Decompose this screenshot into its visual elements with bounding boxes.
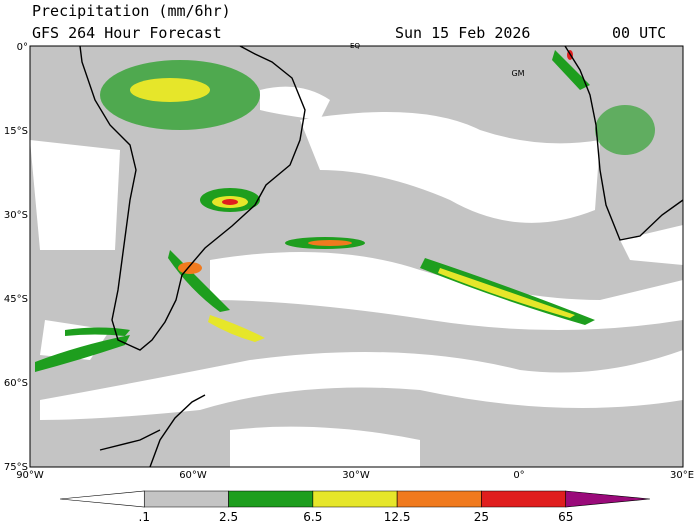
meridian-marker: GM — [511, 69, 524, 78]
date: Sun 15 Feb 2026 — [395, 24, 530, 42]
legend-label: 2.5 — [219, 510, 238, 524]
map-frame — [29, 45, 684, 468]
legend-swatch — [396, 490, 482, 508]
lat-label: 15°S — [4, 126, 28, 137]
legend-swatch — [143, 490, 229, 508]
lon-label: 90°W — [16, 470, 44, 481]
legend: .1 2.5 6.5 12.5 25 65 — [59, 490, 651, 524]
legend-swatch — [481, 490, 567, 508]
legend-label: 6.5 — [303, 510, 322, 524]
lon-label: 0° — [513, 470, 524, 481]
coastlines — [79, 45, 684, 468]
legend-label: 25 — [474, 510, 489, 524]
precip-areas — [35, 50, 655, 372]
legend-label: .1 — [139, 510, 150, 524]
time: 00 UTC — [612, 24, 666, 42]
lon-label: 30°E — [670, 470, 694, 481]
lat-label: 75°S — [4, 462, 28, 473]
legend-swatch — [59, 490, 145, 508]
legend-swatch — [228, 490, 314, 508]
lon-label: 30°W — [342, 470, 370, 481]
subtitle: GFS 264 Hour Forecast — [32, 24, 222, 42]
lat-label: 30°S — [4, 210, 28, 221]
lon-label: 60°W — [179, 470, 207, 481]
title: Precipitation (mm/6hr) — [32, 2, 231, 20]
lat-label: 60°S — [4, 378, 28, 389]
lat-label: 0° — [17, 42, 28, 53]
map — [29, 45, 684, 468]
legend-label: 12.5 — [384, 510, 411, 524]
legend-label: 65 — [558, 510, 573, 524]
legend-swatch — [312, 490, 398, 508]
legend-swatch — [565, 490, 651, 508]
lat-label: 45°S — [4, 294, 28, 305]
equator-marker: EQ — [350, 42, 360, 50]
